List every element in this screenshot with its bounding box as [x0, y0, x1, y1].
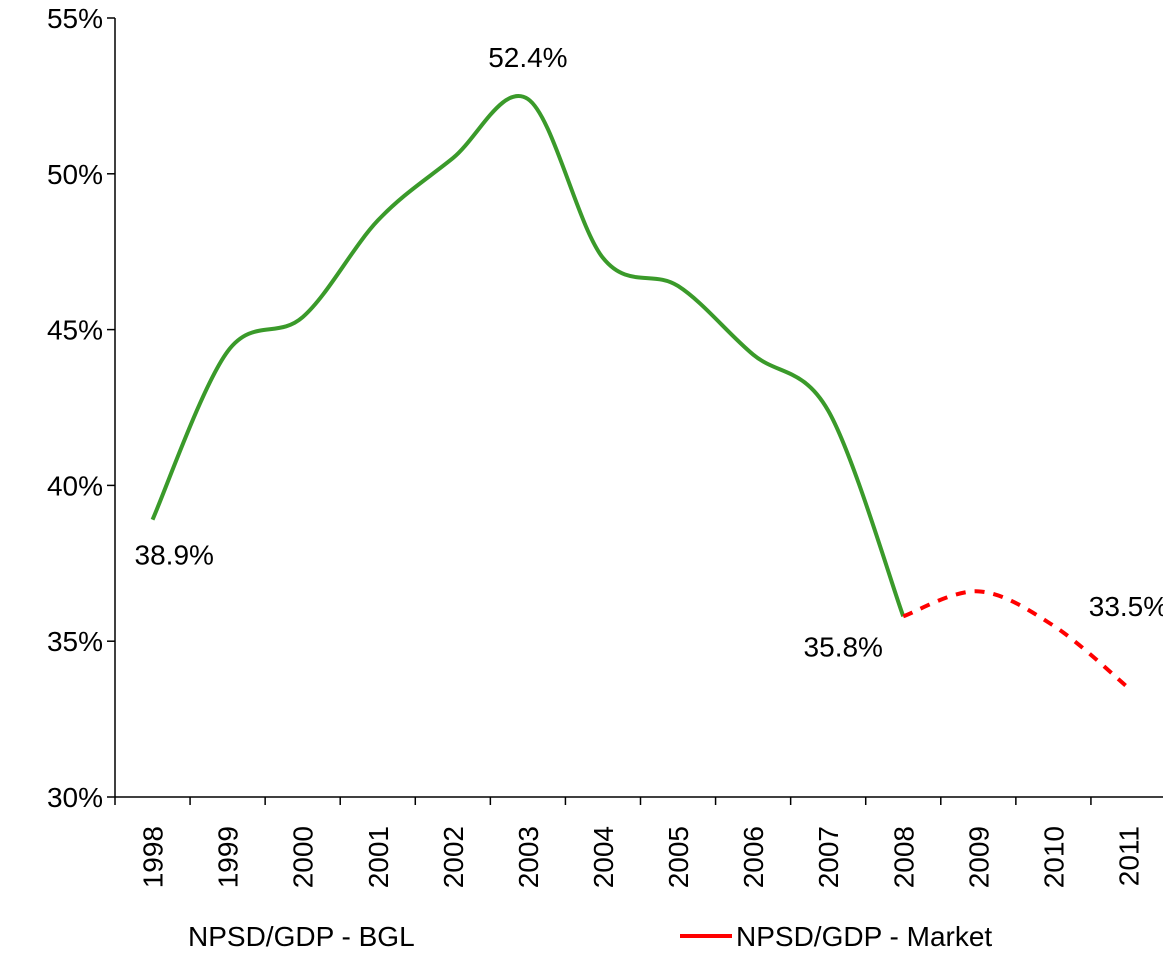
x-tick-label: 2001	[363, 826, 394, 888]
x-tick-label: 2008	[888, 826, 919, 888]
x-tick-label: 2007	[813, 826, 844, 888]
x-tick-label: 2009	[963, 826, 994, 888]
x-tick-label: 2005	[663, 826, 694, 888]
x-tick-label: 2006	[738, 826, 769, 888]
series-line	[150, 94, 906, 617]
legend-label: NPSD/GDP - BGL	[188, 921, 415, 952]
y-tick-label: 30%	[47, 782, 103, 813]
data-label: 38.9%	[135, 540, 214, 571]
x-tick-label: 2011	[1113, 826, 1144, 886]
y-tick-label: 50%	[47, 159, 103, 190]
x-tick-label: 2010	[1038, 826, 1069, 888]
x-tick-label: 1998	[138, 826, 169, 888]
series-line	[902, 589, 1130, 690]
x-tick-label: 2000	[288, 826, 319, 888]
data-label: 33.5%	[1089, 591, 1163, 622]
x-tick-label: 2002	[438, 826, 469, 888]
y-tick-label: 45%	[47, 315, 103, 346]
y-tick-label: 55%	[47, 3, 103, 34]
y-tick-label: 40%	[47, 470, 103, 501]
legend-label: NPSD/GDP - Market	[736, 921, 992, 952]
x-tick-label: 2003	[513, 826, 544, 888]
x-tick-label: 1999	[213, 826, 244, 888]
x-tick-label: 2004	[588, 826, 619, 888]
data-label: 35.8%	[804, 631, 883, 662]
data-label: 52.4%	[488, 42, 567, 73]
y-tick-label: 35%	[47, 626, 103, 657]
